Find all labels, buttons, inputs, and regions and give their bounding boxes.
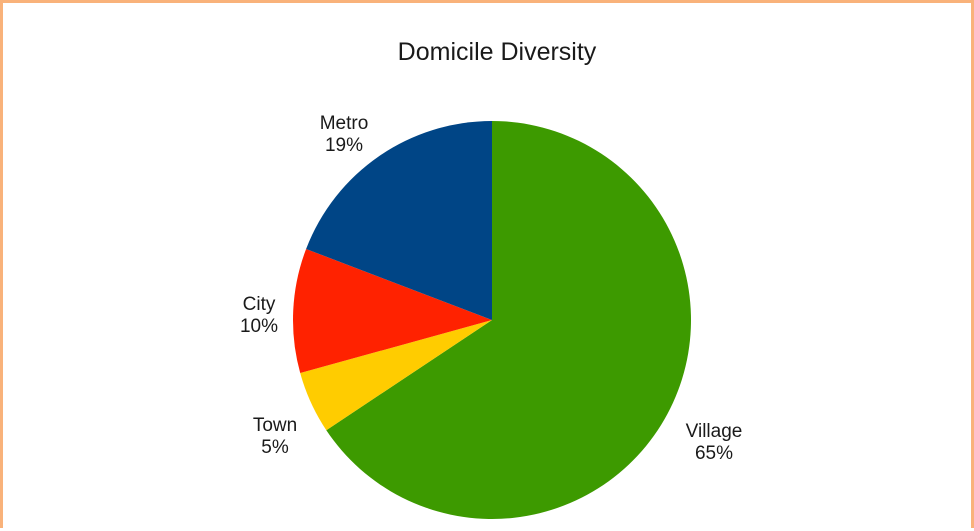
slice-value-town: 5%	[261, 437, 289, 458]
pie-slices	[293, 121, 692, 519]
slice-label-town: Town	[253, 415, 297, 436]
slice-value-city: 10%	[240, 316, 278, 337]
pie-slice-metro	[306, 121, 492, 320]
slice-value-metro: 19%	[325, 135, 363, 156]
slice-label-village: Village	[686, 421, 743, 442]
pie-slice-village	[326, 121, 692, 519]
pie-slice-city	[293, 248, 492, 374]
pie-chart: Domicile Diversity Village65%Town5%City1…	[240, 38, 742, 519]
pie-slice-town	[300, 320, 492, 431]
slice-label-city: City	[243, 294, 276, 315]
chart-title: Domicile Diversity	[398, 38, 597, 66]
slice-label-metro: Metro	[320, 113, 369, 134]
slice-value-village: 65%	[695, 443, 733, 464]
